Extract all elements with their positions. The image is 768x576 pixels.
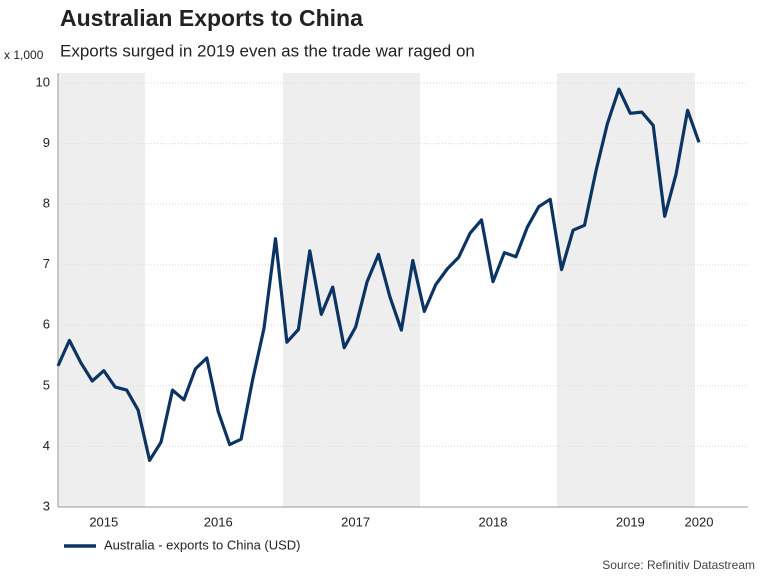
y-tick-label: 8 (43, 196, 50, 211)
shade-band (283, 73, 420, 507)
shade-band (557, 73, 695, 507)
y-tick-label: 5 (43, 377, 50, 392)
y-tick-label: 7 (43, 256, 50, 271)
y-tick-label: 4 (43, 438, 50, 453)
x-tick-label: 2016 (204, 514, 233, 529)
x-tick-label: 2015 (89, 514, 118, 529)
source: Source: Refinitiv Datastream (602, 558, 755, 572)
x-tick-label: 2017 (341, 514, 370, 529)
data-line (56, 87, 701, 462)
y-unit-label: x 1,000 (4, 48, 44, 62)
shade-band (58, 73, 145, 507)
y-tick-label: 9 (43, 135, 50, 150)
chart-title: Australian Exports to China (60, 5, 363, 31)
x-tick-label: 2019 (616, 514, 645, 529)
x-tick-label: 2018 (479, 514, 508, 529)
y-tick-label: 10 (36, 74, 50, 89)
chart-subtitle: Exports surged in 2019 even as the trade… (60, 41, 475, 60)
legend-label: Australia - exports to China (USD) (104, 537, 301, 552)
y-tick-label: 6 (43, 317, 50, 332)
y-tick-label: 3 (43, 498, 50, 513)
x-tick-label: 2020 (685, 514, 714, 529)
